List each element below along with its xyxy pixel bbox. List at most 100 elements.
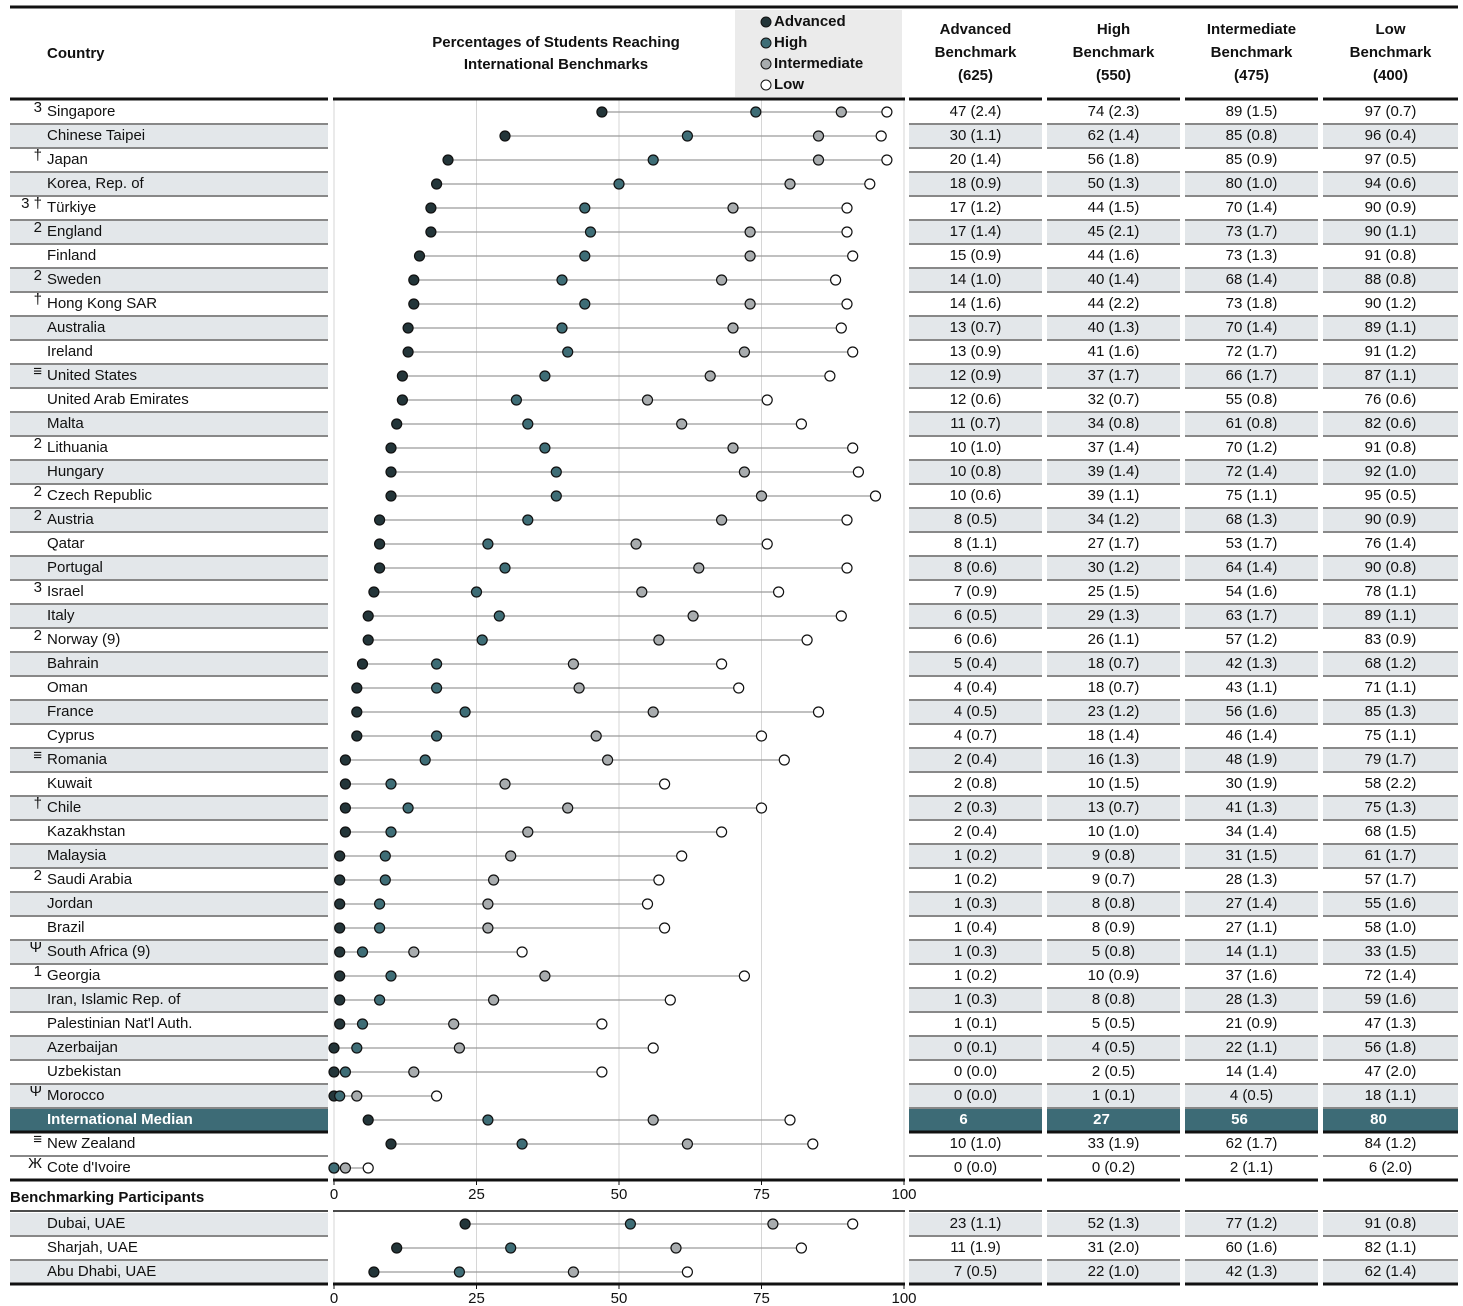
table-cell: 10 (1.5): [1088, 775, 1140, 792]
benchmark-dot: [510, 394, 523, 406]
benchmark-dot: [351, 1042, 363, 1054]
row-shade: [1047, 1109, 1180, 1131]
table-cell: 4 (0.5): [1092, 1039, 1135, 1056]
row-shade: [909, 509, 1042, 531]
benchmark-dot: [328, 1066, 340, 1078]
table-cell: 31 (1.5): [1226, 847, 1278, 864]
country-name: Sweden: [47, 271, 101, 288]
row-shade: [909, 749, 1042, 771]
country-name: Malaysia: [47, 847, 107, 864]
benchmark-dot: [847, 442, 859, 454]
table-cell: 18 (0.7): [1088, 655, 1140, 672]
benchmark-dot: [453, 1042, 465, 1054]
country-name: Qatar: [47, 535, 85, 552]
benchmark-dot: [636, 586, 648, 598]
benchmark-dot: [368, 1266, 380, 1278]
table-cell: 17 (1.2): [950, 199, 1002, 216]
benchmark-dot: [647, 706, 659, 718]
table-cell: 13 (0.9): [950, 343, 1002, 360]
benchmark-dot: [356, 946, 369, 958]
table-cell: 53 (1.7): [1226, 535, 1278, 552]
row-shade: [1185, 221, 1318, 243]
country-name: United States: [47, 367, 137, 384]
benchmark-dot: [596, 1018, 608, 1030]
benchmark-dot: [488, 874, 500, 886]
benchmark-dot: [425, 226, 437, 238]
table-cell: 27 (1.1): [1226, 919, 1278, 936]
row-shade: [1047, 749, 1180, 771]
row-shade: [1047, 797, 1180, 819]
table-cell: 2 (1.1): [1230, 1159, 1273, 1176]
table-cell: 63 (1.7): [1226, 607, 1278, 624]
table-cell: 10 (1.0): [950, 439, 1002, 456]
row-shade: [1185, 941, 1318, 963]
row-shade: [10, 365, 328, 387]
table-cell: 80 (1.0): [1226, 175, 1278, 192]
benchmark-dot: [374, 538, 386, 550]
benchmark-dot: [658, 922, 671, 934]
benchmark-dot: [425, 202, 437, 214]
table-cell: 0 (0.0): [954, 1087, 997, 1104]
table-cell: 90 (1.2): [1365, 295, 1417, 312]
table-cell: 37 (1.7): [1088, 367, 1140, 384]
row-shade: [1323, 605, 1458, 627]
benchmark-dot: [596, 1066, 608, 1078]
table-cell: 6 (2.0): [1369, 1159, 1412, 1176]
row-shade: [1323, 797, 1458, 819]
table-cell: 57 (1.7): [1365, 871, 1417, 888]
chart-title: Percentages of Students Reaching: [432, 34, 680, 51]
footnote-mark: ≡: [33, 363, 42, 380]
benchmark-dot: [641, 394, 654, 406]
table-cell: 23 (1.1): [950, 1215, 1002, 1232]
footnote-mark: Ψ: [29, 939, 42, 956]
row-shade: [1185, 701, 1318, 723]
table-cell: 2 (0.8): [954, 775, 997, 792]
benchmark-dot: [516, 946, 528, 958]
row-shade: [1185, 989, 1318, 1011]
table-cell: 40 (1.4): [1088, 271, 1140, 288]
benchmark-dot: [556, 322, 568, 334]
benchmark-dot: [658, 778, 671, 790]
benchmark-dot: [431, 178, 443, 190]
row-shade: [1185, 1109, 1318, 1131]
table-cell: 48 (1.9): [1226, 751, 1278, 768]
benchmark-dot: [715, 658, 728, 670]
table-cell: 1 (0.3): [954, 991, 997, 1008]
country-name: England: [47, 223, 102, 240]
legend-swatch: [760, 37, 772, 49]
table-cell: 77 (1.2): [1226, 1215, 1278, 1232]
benchmark-dot: [431, 682, 443, 694]
row-shade: [1047, 413, 1180, 435]
benchmark-dot: [431, 1090, 443, 1102]
country-name: Singapore: [47, 103, 115, 120]
table-cell: 58 (1.0): [1365, 919, 1417, 936]
table-cell: 13 (0.7): [950, 319, 1002, 336]
benchmark-dot: [676, 418, 688, 430]
country-name: Iran, Islamic Rep. of: [47, 991, 181, 1008]
benchmark-dot: [579, 202, 591, 214]
table-cell: 8 (0.5): [954, 511, 997, 528]
row-shade: [10, 893, 328, 915]
benchmark-dot: [841, 562, 853, 574]
benchmark-dot: [738, 970, 751, 982]
benchmark-dot: [482, 538, 494, 550]
row-shade: [1047, 941, 1180, 963]
table-cell: 52 (1.3): [1088, 1215, 1140, 1232]
benchmark-dot: [328, 1042, 340, 1054]
benchmark-dot: [334, 1018, 346, 1030]
footnote-mark: 1: [34, 963, 42, 980]
table-cell: 22 (1.1): [1226, 1039, 1278, 1056]
x-tick-label: 50: [611, 1290, 628, 1306]
table-cell: 1 (0.3): [954, 943, 997, 960]
table-cell: 89 (1.1): [1365, 319, 1417, 336]
legend-label: High: [774, 34, 807, 51]
row-shade: [1323, 749, 1458, 771]
row-shade: [10, 941, 328, 963]
row-shade: [909, 845, 1042, 867]
benchmark-dot: [374, 994, 386, 1006]
row-shade: [10, 221, 328, 243]
table-cell: 0 (0.1): [954, 1039, 997, 1056]
benchmark-dot: [738, 466, 751, 478]
table-cell: 8 (0.8): [1092, 895, 1135, 912]
table-cell: 9 (0.7): [1092, 871, 1135, 888]
